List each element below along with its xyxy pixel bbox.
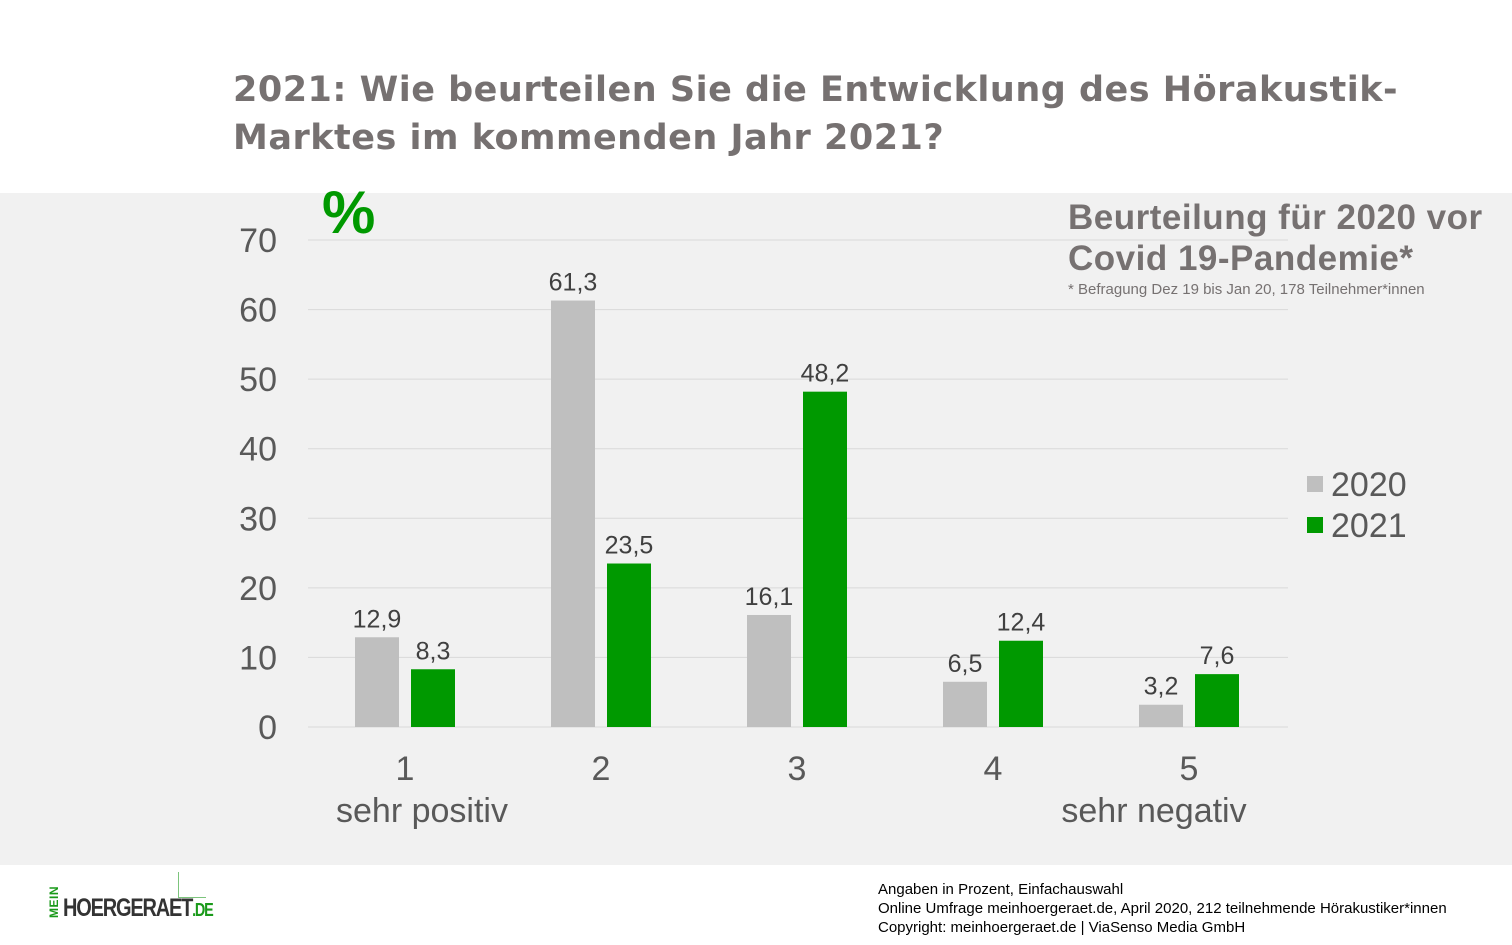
x-tick-label: 3 <box>788 750 807 788</box>
data-label-2020: 3,2 <box>1144 673 1179 701</box>
logo-brand: HOERGERAET.DE <box>63 894 214 923</box>
data-label-2021: 12,4 <box>997 609 1046 637</box>
note-heading-2: Covid 19-Pandemie* <box>1068 239 1414 278</box>
chart-title: 2021: Wie beurteilen Sie die Entwicklung… <box>233 66 1398 162</box>
logo-corner-line <box>178 872 206 898</box>
title-line-1: 2021: Wie beurteilen Sie die Entwicklung… <box>233 70 1399 110</box>
bar-2021 <box>803 391 847 727</box>
bar-2021 <box>411 669 455 727</box>
legend-label-2021: 2021 <box>1331 507 1407 545</box>
bar-2020 <box>355 637 399 727</box>
legend-swatch-2020 <box>1307 476 1323 492</box>
note-sub: * Befragung Dez 19 bis Jan 20, 178 Teiln… <box>1068 281 1425 298</box>
y-tick-label: 20 <box>239 570 277 608</box>
data-label-2021: 23,5 <box>605 532 654 560</box>
y-tick-label: 50 <box>239 361 277 399</box>
title-line-2: Marktes im kommenden Jahr 2021? <box>233 118 945 158</box>
bar-2020 <box>747 614 791 727</box>
y-tick-label: 10 <box>239 639 277 677</box>
data-label-2021: 48,2 <box>801 360 850 388</box>
footer-line-2: Online Umfrage meinhoergeraet.de, April … <box>878 900 1447 917</box>
y-tick-label: 30 <box>239 500 277 538</box>
category-sublabel-first: sehr positiv <box>336 792 508 830</box>
y-tick-label: 70 <box>239 222 277 260</box>
footer-line-3: Copyright: meinhoergeraet.de | ViaSenso … <box>878 919 1246 936</box>
x-tick-label: 2 <box>592 750 611 788</box>
bar-2020 <box>551 300 595 727</box>
data-label-2020: 6,5 <box>948 650 983 678</box>
category-sublabel-last: sehr negativ <box>1061 792 1246 830</box>
chart-panel <box>0 193 1512 865</box>
x-tick-label: 5 <box>1180 750 1199 788</box>
data-label-2020: 61,3 <box>549 269 598 297</box>
logo: MEIN HOERGERAET.DE <box>47 872 214 922</box>
data-label-2020: 16,1 <box>745 583 794 611</box>
logo-tld: .DE <box>192 900 214 920</box>
y-tick-label: 40 <box>239 431 277 469</box>
bar-2021 <box>999 640 1043 727</box>
bar-2020 <box>1139 704 1183 727</box>
logo-mein: MEIN <box>47 886 61 918</box>
y-tick-label: 0 <box>258 709 277 747</box>
note-heading-1: Beurteilung für 2020 vor <box>1068 198 1483 237</box>
note-2020: Beurteilung für 2020 vor Covid 19-Pandem… <box>1068 197 1483 298</box>
data-label-2021: 8,3 <box>416 637 451 665</box>
data-label-2021: 7,6 <box>1200 642 1235 670</box>
legend-label-2020: 2020 <box>1331 466 1407 504</box>
footer-source: Angaben in Prozent, Einfachauswahl Onlin… <box>878 880 1447 937</box>
legend-swatch-2021 <box>1307 517 1323 533</box>
x-tick-label: 1 <box>396 750 415 788</box>
bar-2020 <box>943 681 987 727</box>
x-tick-label: 4 <box>984 750 1003 788</box>
bar-2021 <box>1195 674 1239 727</box>
bar-2021 <box>607 563 651 727</box>
logo-brand-text: HOERGERAET <box>63 894 193 922</box>
footer-line-1: Angaben in Prozent, Einfachauswahl <box>878 881 1124 898</box>
unit-label: % <box>322 179 375 246</box>
data-label-2020: 12,9 <box>353 605 402 633</box>
y-tick-label: 60 <box>239 292 277 330</box>
